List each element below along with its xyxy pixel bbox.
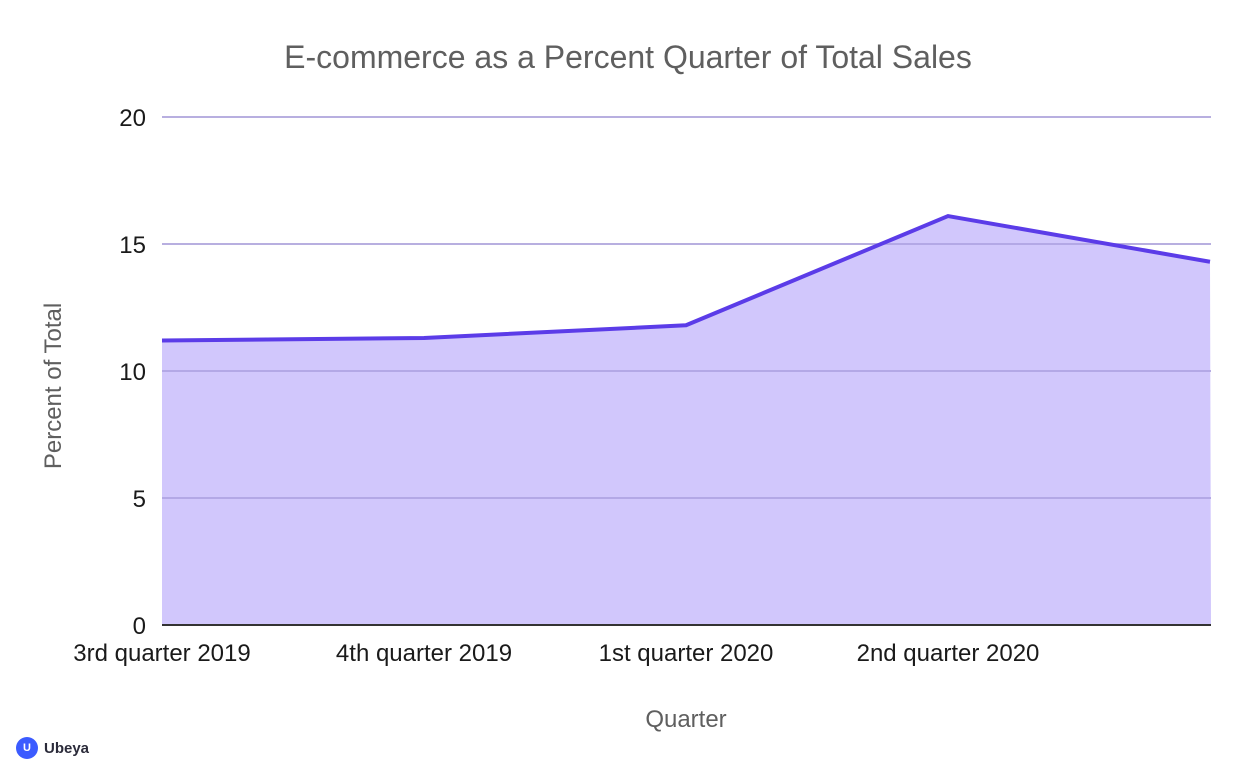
y-tick-label: 20: [119, 105, 146, 132]
y-axis-title: Percent of Total: [40, 303, 67, 469]
y-tick-label: 10: [119, 359, 146, 386]
brand-logo: U Ubeya: [16, 737, 89, 759]
x-axis-title: Quarter: [645, 706, 726, 733]
series-area: [162, 216, 1211, 625]
y-tick-label: 5: [133, 486, 146, 513]
x-tick-label: 3rd quarter 2019: [73, 640, 250, 667]
y-tick-label: 0: [133, 613, 146, 640]
chart-title: E-commerce as a Percent Quarter of Total…: [284, 39, 972, 75]
x-tick-label: 4th quarter 2019: [336, 640, 512, 667]
x-tick-label: 2nd quarter 2020: [857, 640, 1040, 667]
x-axis-ticks: 3rd quarter 2019 4th quarter 2019 1st quar…: [73, 640, 1039, 667]
brand-mark-letter: U: [23, 742, 31, 754]
y-axis-ticks: 0 5 10 15 20: [119, 105, 146, 640]
x-tick-label: 1st quarter 2020: [599, 640, 774, 667]
brand-name: Ubeya: [44, 739, 90, 757]
y-tick-label: 15: [119, 232, 146, 259]
ubeya-logo-icon: U: [16, 737, 38, 759]
area-layer: [161, 116, 1211, 626]
